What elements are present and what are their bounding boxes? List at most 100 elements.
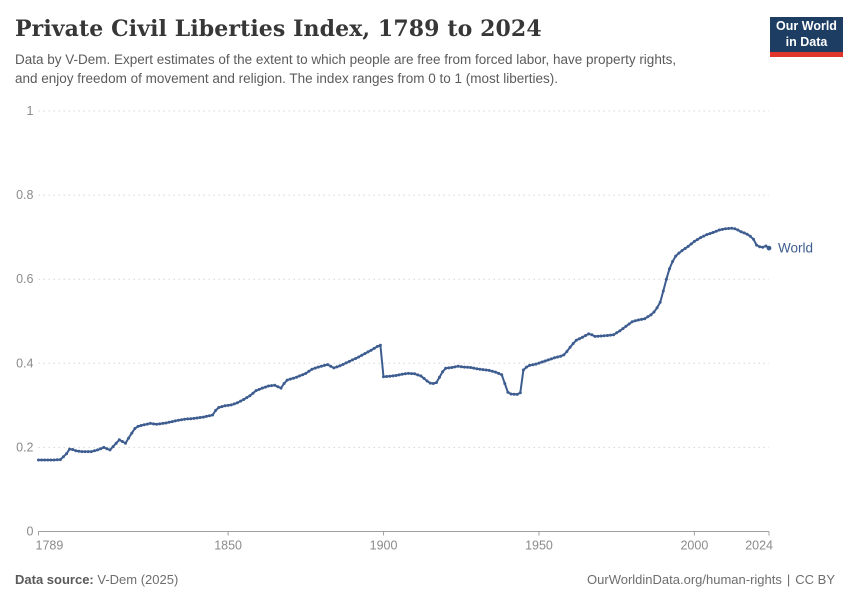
data-point (752, 237, 755, 241)
data-point (534, 362, 538, 366)
data-point (739, 230, 743, 234)
data-point (263, 385, 267, 389)
owid-url-link[interactable]: OurWorldinData.org/human-rights (587, 572, 782, 587)
data-point (93, 449, 96, 453)
data-point (453, 365, 457, 369)
owid-logo-line-2: in Data (785, 34, 828, 49)
data-point (627, 322, 631, 326)
data-point (724, 227, 727, 231)
data-point (661, 289, 665, 293)
data-point (99, 447, 103, 451)
y-tick-label-0.8: 0.8 (16, 188, 33, 202)
data-point (658, 300, 662, 304)
data-point (245, 396, 249, 400)
data-point (431, 382, 435, 385)
y-tick-label-0: 0 (27, 525, 34, 539)
data-point (130, 431, 134, 435)
data-point (506, 390, 510, 394)
data-point (83, 450, 87, 454)
data-point (55, 458, 59, 462)
data-point (329, 364, 333, 368)
data-point (755, 243, 759, 247)
data-point (155, 422, 159, 426)
data-point (462, 365, 466, 369)
data-point (525, 365, 528, 369)
data-point (568, 345, 572, 349)
data-point (593, 334, 597, 338)
data-point (388, 374, 392, 378)
data-point (372, 346, 376, 350)
data-point (139, 424, 143, 427)
data-point (86, 450, 90, 454)
data-point (584, 334, 588, 337)
data-point (354, 357, 358, 360)
data-point (40, 458, 44, 462)
data-point (438, 375, 441, 379)
data-point (189, 417, 193, 421)
data-point (549, 357, 553, 361)
data-point (466, 365, 469, 369)
data-point (422, 376, 426, 380)
data-point (494, 370, 497, 374)
data-point (338, 364, 342, 368)
license-link[interactable]: CC BY (795, 572, 835, 587)
data-point (680, 249, 684, 253)
data-point (587, 332, 591, 336)
data-point (717, 228, 721, 232)
x-tick-label-1950: 1950 (525, 539, 553, 553)
data-point (702, 234, 706, 238)
data-point (646, 315, 650, 319)
data-point (52, 458, 56, 462)
data-point (167, 420, 171, 424)
data-point (201, 415, 205, 419)
data-point (291, 376, 295, 380)
data-point (301, 373, 305, 377)
data-point (434, 381, 438, 385)
data-point (37, 458, 40, 462)
data-point (313, 366, 317, 370)
data-point (553, 356, 556, 360)
data-point (540, 360, 544, 364)
data-point (46, 458, 50, 462)
data-point (469, 366, 473, 369)
page-title: Private Civil Liberties Index, 1789 to 2… (15, 16, 542, 42)
data-point (577, 337, 581, 341)
data-point (705, 233, 709, 237)
data-point (736, 228, 740, 232)
data-point (745, 232, 749, 236)
data-point (80, 450, 84, 454)
data-source-value: V-Dem (2025) (97, 572, 179, 587)
data-point (500, 373, 504, 377)
data-point (727, 227, 731, 230)
data-point (459, 365, 463, 369)
data-point (239, 399, 243, 403)
data-point (512, 392, 516, 396)
data-point (574, 338, 578, 342)
data-point (248, 394, 252, 398)
data-point (180, 418, 183, 422)
data-point (254, 389, 258, 393)
data-point (195, 416, 199, 420)
data-point (214, 408, 218, 412)
data-point (223, 404, 227, 408)
data-point (711, 231, 715, 234)
data-point (298, 374, 302, 378)
data-point (537, 361, 541, 365)
data-point (602, 334, 606, 338)
world-series-label[interactable]: World (778, 241, 813, 256)
data-point (332, 366, 336, 370)
owid-logo[interactable]: Our World in Data (770, 17, 843, 57)
data-point (124, 441, 127, 445)
data-point (742, 231, 746, 235)
data-point (251, 391, 255, 395)
data-point (596, 334, 600, 338)
data-point (173, 419, 177, 423)
data-point (158, 422, 162, 426)
data-point (170, 420, 174, 424)
data-point (674, 254, 678, 258)
x-tick-label-1850: 1850 (214, 539, 242, 553)
data-point (531, 363, 535, 367)
world-line[interactable] (37, 226, 772, 462)
data-point (176, 418, 180, 422)
data-point (71, 448, 75, 451)
